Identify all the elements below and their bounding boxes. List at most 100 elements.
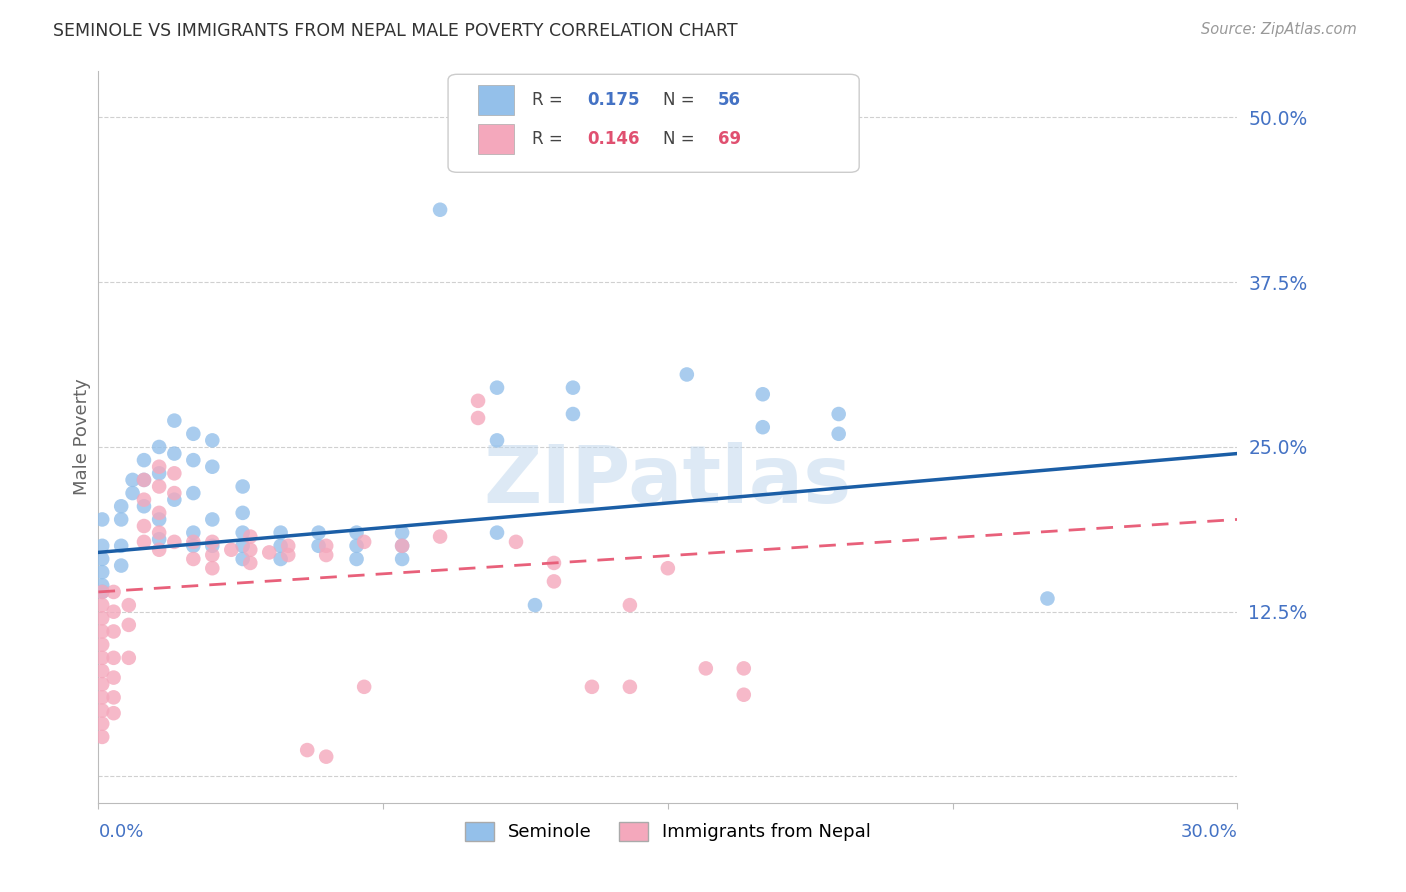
Point: [132, 534, 155, 549]
Point: [183, 426, 205, 441]
Point: [103, 690, 125, 705]
Point: [391, 552, 413, 566]
Point: [91, 585, 114, 599]
Point: [148, 440, 170, 454]
Point: [118, 618, 141, 632]
Point: [91, 512, 114, 526]
Point: [353, 534, 375, 549]
Point: [103, 706, 125, 721]
Point: [346, 539, 368, 553]
Point: [828, 407, 851, 421]
Point: [467, 411, 489, 425]
Point: [148, 459, 170, 474]
Point: [315, 548, 337, 562]
Point: [91, 704, 114, 718]
Point: [103, 605, 125, 619]
Point: [429, 530, 451, 544]
Text: Source: ZipAtlas.com: Source: ZipAtlas.com: [1201, 22, 1357, 37]
Point: [163, 534, 186, 549]
Point: [103, 624, 125, 639]
Text: 0.175: 0.175: [586, 91, 640, 109]
Point: [391, 539, 413, 553]
Point: [733, 661, 755, 675]
Point: [201, 534, 224, 549]
Point: [183, 525, 205, 540]
Text: 0.146: 0.146: [586, 130, 640, 148]
Point: [562, 407, 585, 421]
Text: N =: N =: [664, 130, 700, 148]
Text: R =: R =: [533, 130, 568, 148]
Point: [183, 534, 205, 549]
Point: [239, 530, 262, 544]
Text: N =: N =: [664, 91, 700, 109]
Point: [353, 680, 375, 694]
Point: [619, 680, 641, 694]
Point: [148, 542, 170, 557]
Point: [308, 525, 330, 540]
Point: [467, 393, 489, 408]
Point: [91, 565, 114, 579]
Point: [148, 533, 170, 547]
Point: [132, 500, 155, 514]
Point: [183, 453, 205, 467]
Point: [110, 500, 132, 514]
Point: [221, 542, 243, 557]
Point: [1036, 591, 1059, 606]
Point: [148, 512, 170, 526]
Point: [148, 479, 170, 493]
Point: [103, 585, 125, 599]
Point: [239, 556, 262, 570]
Point: [201, 512, 224, 526]
Point: [619, 598, 641, 612]
Point: [163, 492, 186, 507]
Point: [132, 473, 155, 487]
Point: [121, 473, 143, 487]
Point: [118, 598, 141, 612]
Point: [91, 624, 114, 639]
Point: [132, 492, 155, 507]
Text: 0.0%: 0.0%: [98, 822, 143, 840]
Point: [524, 598, 547, 612]
Point: [201, 561, 224, 575]
Point: [232, 479, 254, 493]
Point: [103, 671, 125, 685]
Point: [346, 525, 368, 540]
Point: [270, 552, 292, 566]
Point: [91, 611, 114, 625]
Point: [91, 650, 114, 665]
Point: [270, 539, 292, 553]
Point: [183, 486, 205, 500]
Point: [505, 534, 527, 549]
Point: [486, 525, 509, 540]
Point: [163, 414, 186, 428]
Point: [391, 525, 413, 540]
Point: [429, 202, 451, 217]
Point: [201, 548, 224, 562]
Text: R =: R =: [533, 91, 568, 109]
Point: [201, 434, 224, 448]
Point: [277, 548, 299, 562]
Text: SEMINOLE VS IMMIGRANTS FROM NEPAL MALE POVERTY CORRELATION CHART: SEMINOLE VS IMMIGRANTS FROM NEPAL MALE P…: [53, 22, 738, 40]
Point: [201, 459, 224, 474]
FancyBboxPatch shape: [478, 86, 515, 115]
Point: [733, 688, 755, 702]
Text: ZIPatlas: ZIPatlas: [484, 442, 852, 520]
Point: [163, 486, 186, 500]
Point: [91, 716, 114, 731]
Point: [163, 446, 186, 460]
Point: [346, 552, 368, 566]
FancyBboxPatch shape: [449, 74, 859, 172]
Point: [110, 539, 132, 553]
Legend: Seminole, Immigrants from Nepal: Seminole, Immigrants from Nepal: [457, 814, 879, 848]
Point: [232, 552, 254, 566]
Point: [486, 434, 509, 448]
Point: [695, 661, 717, 675]
Point: [277, 539, 299, 553]
Text: 30.0%: 30.0%: [1181, 822, 1237, 840]
Point: [91, 552, 114, 566]
Y-axis label: Male Poverty: Male Poverty: [73, 379, 91, 495]
Point: [132, 473, 155, 487]
Point: [315, 539, 337, 553]
Point: [91, 730, 114, 744]
Point: [148, 506, 170, 520]
